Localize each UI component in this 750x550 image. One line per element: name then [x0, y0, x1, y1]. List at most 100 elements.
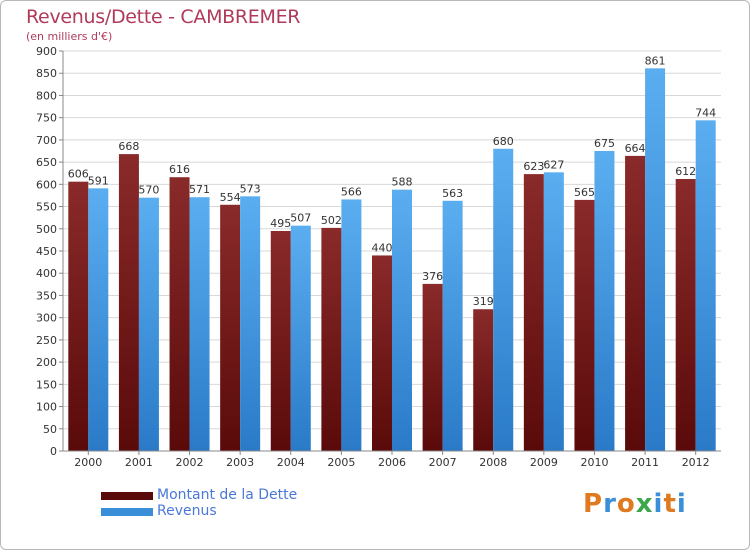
y-tick-label: 400 [36, 267, 57, 280]
chart-title: Revenus/Dette - CAMBREMER [26, 6, 301, 28]
data-label: 616 [169, 163, 190, 176]
data-label: 623 [523, 160, 544, 173]
x-tick-label: 2007 [429, 456, 457, 469]
data-label: 376 [422, 270, 443, 283]
data-label: 507 [290, 212, 311, 225]
data-label: 675 [594, 137, 615, 150]
bar-revenus [189, 197, 210, 451]
chart-subtitle: (en milliers d'€) [26, 30, 113, 43]
bar-revenus [138, 197, 159, 451]
y-tick-label: 100 [36, 401, 57, 414]
data-label: 571 [189, 183, 210, 196]
logo-letter: o [616, 489, 636, 519]
y-tick-label: 450 [36, 245, 57, 258]
y-tick-label: 900 [36, 45, 57, 58]
data-label: 591 [88, 174, 109, 187]
data-label: 744 [695, 106, 716, 119]
bar-dette [321, 227, 342, 451]
bar-dette [574, 199, 595, 451]
data-label: 627 [543, 158, 564, 171]
bar-dette [675, 179, 696, 451]
data-label: 588 [392, 176, 413, 189]
x-tick-label: 2009 [530, 456, 558, 469]
x-tick-label: 2005 [327, 456, 355, 469]
x-tick-label: 2010 [580, 456, 608, 469]
bar-dette [118, 154, 139, 451]
data-label: 440 [372, 241, 393, 254]
y-tick-label: 500 [36, 223, 57, 236]
legend-swatch-dette [101, 492, 153, 500]
data-label: 319 [473, 295, 494, 308]
x-tick-label: 2003 [226, 456, 254, 469]
logo-letter: x [635, 489, 654, 519]
x-tick-label: 2001 [125, 456, 153, 469]
bar-revenus [645, 68, 666, 451]
y-tick-label: 200 [36, 356, 57, 369]
data-label: 668 [118, 140, 139, 153]
bar-dette [372, 255, 392, 451]
y-tick-label: 350 [36, 289, 57, 302]
data-label: 612 [675, 165, 696, 178]
y-tick-label: 800 [36, 89, 57, 102]
bars [68, 68, 716, 452]
data-label: 861 [645, 54, 666, 67]
data-label: 664 [625, 142, 646, 155]
data-label: 566 [341, 185, 362, 198]
x-tick-label: 2011 [631, 456, 659, 469]
bar-dette [473, 309, 494, 451]
x-tick-label: 2008 [479, 456, 507, 469]
x-tick-label: 2000 [74, 456, 102, 469]
y-tick-label: 700 [36, 134, 57, 147]
y-tick-label: 250 [36, 334, 57, 347]
data-label: 570 [138, 184, 159, 197]
bar-revenus [493, 148, 514, 451]
data-label: 495 [270, 217, 291, 230]
bar-revenus [442, 200, 463, 451]
legend-label-dette: Montant de la Dette [157, 487, 298, 503]
logo-letter: r [603, 489, 617, 519]
bar-dette [220, 204, 241, 451]
bar-revenus [695, 120, 716, 451]
x-tick-label: 2006 [378, 456, 406, 469]
bar-revenus [341, 199, 362, 451]
y-tick-label: 600 [36, 178, 57, 191]
bar-dette [270, 231, 291, 451]
y-tick-label: 550 [36, 201, 57, 214]
data-label: 565 [574, 186, 595, 199]
legend-label-revenus: Revenus [157, 503, 217, 519]
bar-dette [625, 155, 646, 451]
logo-letter: P [583, 489, 604, 519]
bar-dette [422, 283, 443, 451]
data-label: 502 [321, 214, 342, 227]
logo-letter: t [663, 489, 677, 519]
x-tick-label: 2004 [277, 456, 305, 469]
y-tick-label: 850 [36, 67, 57, 80]
data-label: 573 [240, 182, 261, 195]
y-tick-label: 50 [43, 423, 57, 436]
legend-swatch-revenus [101, 508, 153, 516]
data-label: 563 [442, 187, 463, 200]
bar-revenus [88, 188, 109, 452]
data-label: 680 [493, 135, 514, 148]
axes: 0 50 100 150 200 250 300 350 400 450 500 550 600 650 7… [36, 45, 721, 469]
x-tick-label: 2012 [682, 456, 710, 469]
y-tick-label: 750 [36, 112, 57, 125]
logo-letter: i [653, 489, 664, 519]
y-tick-label: 300 [36, 312, 57, 325]
data-label: 606 [68, 168, 89, 181]
bar-dette [523, 174, 544, 451]
bar-revenus [290, 225, 311, 451]
bar-dette [169, 177, 190, 451]
logo-letter: i [676, 489, 687, 519]
bar-revenus [594, 151, 615, 451]
y-tick-label: 650 [36, 156, 57, 169]
y-tick-label: 150 [36, 378, 57, 391]
bar-revenus [240, 196, 261, 451]
bar-dette [68, 181, 89, 451]
x-tick-label: 2002 [176, 456, 204, 469]
y-tick-label: 0 [50, 445, 57, 458]
data-label: 554 [220, 191, 241, 204]
